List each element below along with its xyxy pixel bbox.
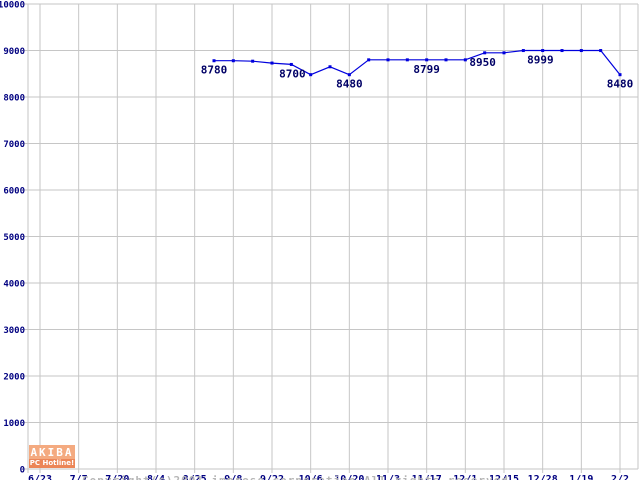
y-axis-tick-label: 8000 [3,94,25,104]
data-point-marker [618,73,622,77]
data-point-marker [231,59,235,63]
data-point-marker [386,58,390,62]
data-point-marker [444,58,448,62]
y-axis-tick-label: 2000 [3,373,25,383]
y-axis-tick-label: 7000 [3,140,25,150]
data-point-label: 8480 [607,78,634,91]
x-axis-tick-label: 6/23 [28,474,52,480]
data-point-marker [212,59,216,63]
data-point-label: 8700 [279,67,306,80]
data-point-marker [579,49,583,53]
data-point-marker [347,73,351,77]
x-axis-tick-label: 12/28 [528,474,558,480]
data-point-marker [270,61,274,65]
data-point-marker [541,49,545,53]
data-point-marker [483,51,487,55]
data-point-marker [367,58,371,62]
data-point-marker [463,58,467,62]
data-point-marker [560,49,564,53]
x-axis-tick-label: 12/15 [489,474,519,480]
x-axis-tick-label: 1/19 [569,474,593,480]
data-point-marker [425,58,429,62]
x-axis-tick-label: 9/22 [260,474,284,480]
x-axis-tick-label: 11/3 [376,474,400,480]
x-axis-tick-label: 10/6 [299,474,323,480]
y-axis-tick-label: 1000 [3,419,25,429]
data-point-marker [289,62,293,66]
y-axis-tick-label: 6000 [3,187,25,197]
x-axis-tick-label: 7/7 [70,474,88,480]
data-point-label: 8799 [413,63,440,76]
y-axis-tick-label: 5000 [3,233,25,243]
data-point-label: 8950 [469,56,496,69]
data-point-marker [599,49,603,53]
data-point-label: 8480 [336,78,363,91]
y-axis-tick-label: 9000 [3,47,25,57]
data-point-marker [521,49,525,53]
data-point-marker [502,51,506,55]
price-line [214,49,621,76]
y-axis-tick-label: 10000 [0,1,25,11]
y-axis-tick-label: 3000 [3,326,25,336]
y-axis-tick-label: 0 [20,466,25,476]
data-point-label: 8999 [527,54,554,67]
data-point-marker [251,59,255,63]
x-axis-tick-label: 8/25 [183,474,207,480]
x-axis-tick-label: 9/8 [224,474,242,480]
x-axis-tick-label: 10/20 [334,474,364,480]
x-axis-tick-label: 7/20 [105,474,129,480]
x-axis-tick-label: 8/4 [147,474,165,480]
x-axis-tick-label: 11/17 [412,474,442,480]
data-point-marker [309,73,313,77]
data-point-label: 8780 [201,64,228,77]
x-axis-tick-label: 12/1 [453,474,477,480]
x-axis-tick-label: 2/2 [611,474,629,480]
data-point-marker [405,58,409,62]
data-point-marker [328,65,332,69]
y-axis-tick-label: 4000 [3,280,25,290]
